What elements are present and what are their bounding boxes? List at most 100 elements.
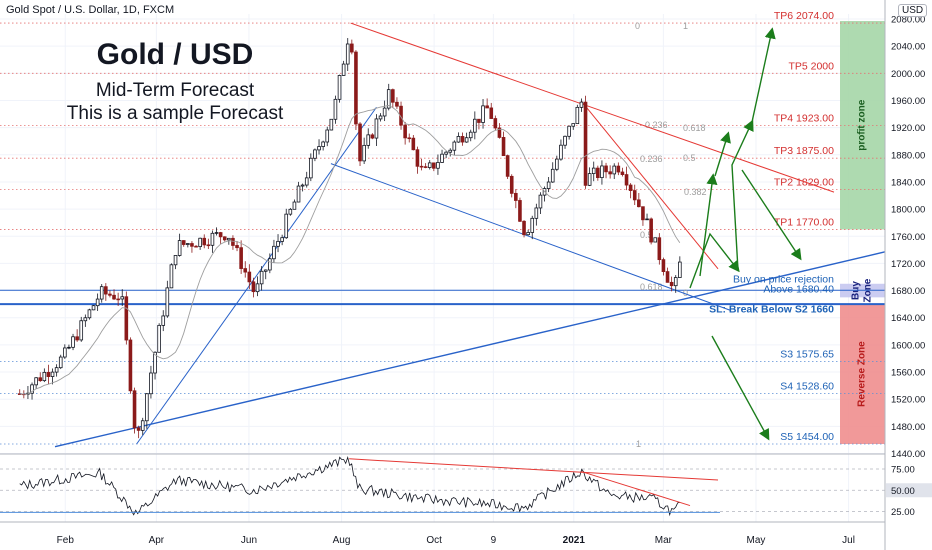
x-tick-label: Oct (426, 535, 442, 546)
zone-label: profit zone (857, 99, 868, 151)
trendline-blue-rise (136, 106, 377, 445)
currency-badge[interactable]: USD (898, 4, 928, 17)
fib-label: 0.618 (683, 123, 706, 133)
y-tick-label: 1440.00 (891, 449, 925, 460)
fib-label: 0.618 (640, 282, 663, 292)
candle-body (83, 317, 88, 322)
candle-body (624, 174, 629, 186)
candle-body (493, 118, 498, 129)
candle-body (210, 232, 215, 246)
candle-body (300, 184, 305, 187)
y-tick-label: 1640.00 (891, 313, 925, 324)
candle-body (653, 237, 658, 243)
candle-body (173, 255, 178, 266)
candle-body (341, 63, 346, 76)
candle-body (505, 155, 510, 177)
candle-body (391, 89, 395, 103)
level-label: TP5 2000 (788, 60, 834, 72)
rsi-trendline-lower (581, 471, 691, 507)
candle-body (116, 298, 120, 301)
candle-body (460, 136, 465, 143)
candle-body (378, 115, 383, 120)
candle-body (276, 240, 280, 247)
candle-body (481, 105, 485, 123)
trend-lines (54, 22, 886, 448)
candle-body (600, 165, 604, 178)
rsi-tag-50: 50.00 (891, 486, 915, 497)
candle-body (637, 199, 641, 208)
candle-body (54, 367, 59, 373)
candle-body (579, 101, 584, 108)
arrow-up-2 (714, 131, 731, 177)
y-tick-label: 1800.00 (891, 205, 925, 216)
candle-body (456, 136, 461, 143)
candle-body (432, 162, 436, 169)
y-tick-label: 2040.00 (891, 42, 925, 53)
candle-body (407, 137, 412, 140)
candle-body (149, 372, 153, 395)
candle-body (263, 269, 268, 272)
level-label: TP4 1923.00 (774, 113, 834, 125)
candle-body (79, 320, 84, 341)
candle-body (231, 237, 235, 246)
candle-body (75, 336, 79, 341)
candle-body (222, 236, 227, 241)
level-label: S3 1575.65 (780, 348, 834, 360)
candle-body (616, 165, 621, 173)
candle-body (538, 194, 543, 209)
trendline-red-steep (581, 100, 719, 270)
candle-body (63, 347, 67, 358)
fibonacci-labels: 0 1 0.236 0.618 0.5 0.382 0.236 0.5 0.618 0 1 (635, 21, 707, 449)
candle-body (452, 141, 457, 151)
candle-body (485, 105, 489, 109)
candle-body (628, 184, 633, 191)
candle-body (140, 420, 145, 431)
candle-body (292, 201, 297, 210)
x-tick-label: Jun (241, 535, 257, 546)
candle-body (329, 118, 334, 131)
candle-body (251, 281, 256, 293)
x-tick-label: May (747, 535, 766, 546)
candle-body (198, 237, 202, 248)
candle-body (235, 245, 239, 249)
fib-label: 1 (683, 21, 688, 31)
candle-body (567, 125, 571, 137)
candle-body (243, 268, 248, 273)
candle-body (678, 261, 682, 278)
candle-body (423, 166, 428, 168)
candle-body (571, 123, 576, 127)
candle-body (530, 217, 535, 233)
rsi-tick-label: 75.00 (891, 465, 915, 476)
candle-body (514, 192, 518, 201)
arrow-leg-3 (751, 27, 776, 123)
candle-body (386, 89, 391, 109)
arrow-leg-2 (731, 119, 754, 271)
candle-body (366, 134, 371, 146)
candle-body (665, 271, 670, 283)
overlay-subtitle-1: Mid-Term Forecast (95, 80, 255, 101)
y-tick-label: 1960.00 (891, 96, 925, 107)
buy-rejection-text: Buy on price rejection (733, 273, 834, 285)
candle-body (181, 240, 186, 245)
candle-body (612, 165, 617, 175)
candle-body (161, 315, 166, 326)
y-tick-label: 2080.00 (891, 15, 925, 26)
candle-body (87, 309, 92, 319)
level-label: TP2 1829.00 (774, 176, 834, 188)
arrow-down-2 (741, 169, 802, 261)
candle-body (190, 243, 194, 247)
candle-body (218, 232, 223, 238)
candle-body (304, 177, 309, 186)
level-label: TP3 1875.00 (774, 145, 834, 157)
candle-body (38, 377, 43, 382)
fib-label: 0.236 (640, 154, 663, 164)
x-tick-label: Aug (333, 535, 351, 546)
candle-body (165, 287, 170, 317)
candle-body (108, 293, 112, 296)
candle-body (136, 427, 141, 431)
candle-body (345, 43, 350, 65)
y-tick-label: 1600.00 (891, 340, 925, 351)
candle-body (255, 283, 260, 293)
